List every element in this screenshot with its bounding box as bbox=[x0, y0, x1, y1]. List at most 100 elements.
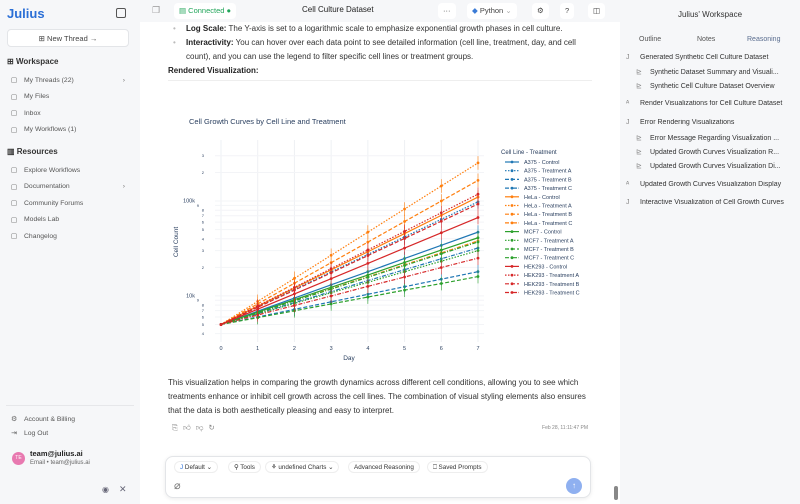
outline-item[interactable]: ᴬ Render Visualizations for Cell Culture … bbox=[626, 100, 798, 107]
legend-title: Cell Line - Treatment bbox=[501, 150, 557, 156]
sidebar-item-documentation[interactable]: ▢ Documentation › bbox=[10, 183, 125, 191]
collapse-sidebar-icon[interactable] bbox=[116, 8, 126, 18]
send-button[interactable]: ↑ bbox=[566, 478, 582, 494]
chevron-right-icon: › bbox=[122, 183, 125, 190]
connection-status[interactable]: ▤ Connected ● bbox=[174, 3, 237, 19]
data-point bbox=[366, 284, 370, 288]
message-footer: This visualization helps in comparing th… bbox=[168, 376, 588, 433]
y-tick-label: 9 bbox=[197, 298, 200, 303]
retry-icon[interactable]: ↻ bbox=[208, 423, 220, 432]
sidebar-item-community-forums[interactable]: ▢ Community Forums bbox=[10, 199, 125, 208]
flask-icon: ▢ bbox=[10, 216, 18, 224]
chat-input-box[interactable]: J Default ⌄ ⚲ Tools ⚘ undefined Charts ⌄… bbox=[165, 456, 591, 498]
status-dot: ● bbox=[226, 6, 232, 15]
logout-link[interactable]: ⇥ Log Out bbox=[10, 429, 125, 438]
copy-icon[interactable]: ⎘ bbox=[172, 423, 183, 432]
y-tick-label: 3 bbox=[202, 248, 205, 253]
history-icon: ▢ bbox=[10, 233, 18, 240]
outline-item[interactable]: ⊵ Updated Growth Curves Visualization Di.… bbox=[626, 162, 798, 170]
tab-outline[interactable]: Outline bbox=[639, 36, 662, 43]
legend-marker bbox=[510, 195, 514, 199]
item-label: Explore Workflows bbox=[24, 166, 81, 174]
avatar[interactable]: TE bbox=[12, 452, 25, 465]
message-actions-row: ⎘👍︎👎︎↻ Feb 28, 11:11:47 PM bbox=[168, 423, 588, 433]
sidebar-item-explore-workflows[interactable]: ▢ Explore Workflows bbox=[10, 166, 125, 175]
data-point bbox=[403, 264, 406, 267]
copy-icon[interactable]: ❐ bbox=[152, 5, 161, 15]
gear-icon: ⚙ bbox=[537, 6, 544, 15]
y-tick-label: 3 bbox=[202, 153, 205, 158]
thumbs-down-icon[interactable]: 👎︎ bbox=[195, 423, 209, 432]
charts-select[interactable]: ⚘ undefined Charts ⌄ bbox=[265, 461, 340, 473]
sidebar-item-models-lab[interactable]: ▢ Models Lab bbox=[10, 216, 125, 224]
logout-label: Log Out bbox=[24, 429, 49, 437]
growth-chart[interactable]: Cell Growth Curves by Cell Line and Trea… bbox=[168, 100, 588, 370]
outline-item[interactable]: ⊵ Synthetic Cell Culture Dataset Overview bbox=[626, 82, 798, 90]
attach-icon[interactable]: ⌀ bbox=[174, 480, 181, 492]
x-tick-label: 6 bbox=[440, 346, 443, 352]
account-billing-link[interactable]: ⚙ Account & Billing bbox=[10, 415, 125, 424]
data-point bbox=[219, 323, 223, 326]
data-point bbox=[366, 275, 370, 279]
sidebar-item-inbox[interactable]: ▢ Inbox bbox=[10, 109, 125, 118]
sidebar-item-changelog[interactable]: ▢ Changelog bbox=[10, 232, 125, 241]
x-tick-label: 5 bbox=[403, 346, 406, 352]
series-line bbox=[220, 241, 479, 326]
users-icon: ▢ bbox=[10, 200, 18, 207]
outline-text: Error Message Regarding Visualization ..… bbox=[650, 135, 780, 142]
legend-label: HeLa - Control bbox=[524, 195, 560, 201]
sidebar-item-my-threads[interactable]: ▢ My Threads (22) › bbox=[10, 76, 125, 85]
new-thread-button[interactable]: ⊞ New Thread → bbox=[7, 29, 129, 47]
outline-item[interactable]: J Interactive Visualization of Cell Growt… bbox=[626, 199, 798, 206]
toggle-panel-button[interactable]: ◫ bbox=[588, 3, 606, 19]
discord-icon[interactable]: ◉ bbox=[102, 485, 109, 494]
sidebar-item-my-files[interactable]: ▢ My Files bbox=[10, 93, 125, 101]
y-tick-label: 5 bbox=[202, 322, 205, 327]
y-tick-label: 7 bbox=[202, 308, 205, 313]
item-label: Documentation bbox=[24, 183, 70, 190]
thumbs-up-icon[interactable]: 👍︎ bbox=[183, 423, 196, 432]
advanced-reasoning-toggle[interactable]: Advanced Reasoning bbox=[348, 461, 420, 473]
x-tick-label: 3 bbox=[330, 346, 333, 352]
tab-reasoning[interactable]: Reasoning bbox=[747, 36, 781, 43]
timestamp: Feb 28, 11:11:47 PM bbox=[542, 425, 588, 431]
legend-label: A375 - Treatment A bbox=[524, 169, 572, 175]
tools-button[interactable]: ⚲ Tools bbox=[228, 461, 261, 473]
data-point bbox=[366, 254, 370, 257]
x-icon[interactable]: ✕ bbox=[119, 484, 127, 494]
more-button[interactable]: ··· bbox=[438, 3, 456, 19]
settings-button[interactable]: ⚙ bbox=[532, 3, 549, 19]
language-select[interactable]: ◆ Python ⌄ bbox=[467, 3, 517, 19]
thread-title[interactable]: Cell Culture Dataset bbox=[302, 5, 374, 14]
summary-text: This visualization helps in comparing th… bbox=[168, 378, 586, 415]
legend-marker bbox=[510, 221, 514, 225]
legend-marker bbox=[510, 160, 514, 164]
scrollbar[interactable] bbox=[614, 486, 618, 500]
legend-label: MCF7 - Treatment B bbox=[524, 247, 574, 253]
data-point bbox=[476, 178, 480, 182]
legend-marker bbox=[510, 247, 514, 251]
outline-item[interactable]: ⊵ Error Message Regarding Visualization .… bbox=[626, 134, 798, 142]
outline-text: Error Rendering Visualizations bbox=[640, 119, 735, 126]
outline-item[interactable]: ᴬ Updated Growth Curves Visualization Dis… bbox=[626, 181, 798, 188]
saved-prompts-button[interactable]: ⎕ Saved Prompts bbox=[427, 461, 488, 473]
outline-item[interactable]: J Error Rendering Visualizations bbox=[626, 119, 798, 126]
outline-text: Generated Synthetic Cell Culture Dataset bbox=[640, 54, 769, 61]
workflow-icon: ▢ bbox=[10, 126, 18, 134]
outline-item[interactable]: J Generated Synthetic Cell Culture Datase… bbox=[626, 54, 798, 61]
outline-item[interactable]: ⊵ Synthetic Dataset Summary and Visuali..… bbox=[626, 68, 798, 76]
sidebar-item-my-workflows[interactable]: ▢ My Workflows (1) bbox=[10, 126, 125, 134]
legend-marker bbox=[510, 265, 514, 268]
data-point bbox=[439, 231, 443, 235]
sidebar: Julius ⊞ New Thread → ⊞ Workspace ▢ My Th… bbox=[0, 0, 140, 504]
y-tick-label: 4 bbox=[202, 236, 205, 241]
outline-item[interactable]: ⊵ Updated Growth Curves Visualization R..… bbox=[626, 148, 798, 156]
help-button[interactable]: ? bbox=[560, 3, 575, 19]
julius-logo[interactable]: Julius bbox=[7, 6, 45, 21]
bullet-log-scale: Log Scale: The Y-axis is set to a logari… bbox=[168, 22, 592, 36]
tab-notes[interactable]: Notes bbox=[697, 36, 716, 43]
item-label: Changelog bbox=[24, 232, 57, 240]
status-label: Connected bbox=[188, 6, 225, 15]
series-line bbox=[220, 250, 479, 326]
model-select[interactable]: J Default ⌄ bbox=[174, 461, 218, 473]
